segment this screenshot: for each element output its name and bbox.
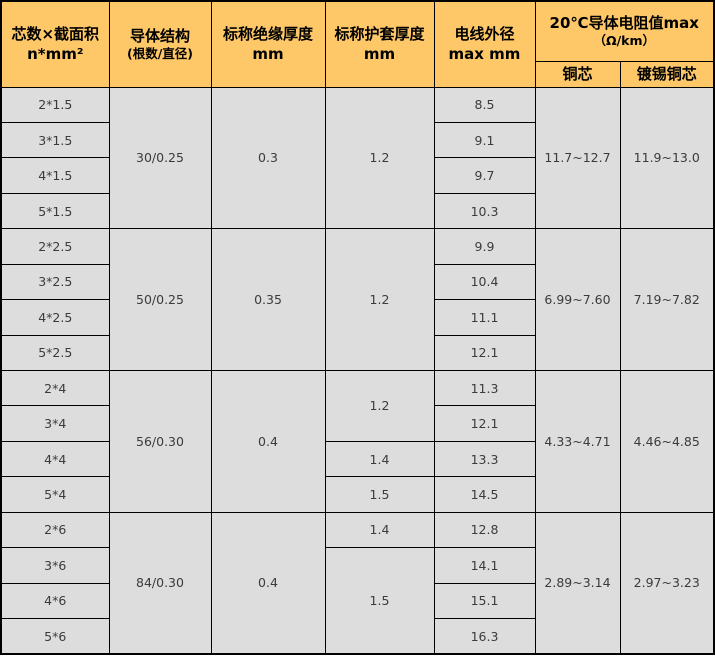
cell-od: 9.7 — [433, 157, 536, 194]
cell-size: 4*6 — [0, 582, 110, 620]
cell-od: 15.1 — [433, 582, 536, 620]
cell-od: 14.1 — [433, 547, 536, 584]
cell-size: 2*4 — [0, 369, 110, 407]
cell-conductor: 84/0.30 — [108, 511, 212, 655]
table-row: 4*6 15.1 — [0, 582, 714, 620]
cell-size: 4*4 — [0, 440, 110, 478]
cell-od: 11.1 — [433, 299, 536, 336]
header-outer-diameter-line1: 电线外径 — [454, 25, 515, 43]
cell-od: 9.1 — [433, 121, 536, 159]
header-resistance-line2: （Ω/km） — [593, 32, 656, 48]
header-copper-core: 铜芯 — [534, 60, 621, 88]
header-core-area-line1: 芯数×截面积 — [11, 25, 100, 43]
header-resistance: 20℃导体电阻值max （Ω/km） — [534, 0, 715, 62]
cell-od: 13.3 — [433, 440, 536, 478]
table-row: 3*2.5 10.4 — [0, 263, 714, 301]
table-row: 5*2.5 12.1 — [0, 334, 714, 372]
cell-size: 3*4 — [0, 405, 110, 442]
table-row: 5*4 1.5 14.5 — [0, 476, 714, 513]
cell-sheath: 1.4 — [324, 511, 435, 549]
cell-insulation: 0.4 — [210, 370, 326, 513]
header-sheath: 标称护套厚度 mm — [324, 0, 435, 88]
header-core-area: 芯数×截面积 n*mm² — [0, 0, 110, 88]
cell-sheath: 1.5 — [324, 476, 435, 513]
cell-size: 5*1.5 — [0, 192, 110, 230]
table-row: 3*1.5 9.1 — [0, 121, 714, 159]
cell-size: 4*1.5 — [0, 157, 110, 194]
cell-od: 10.3 — [433, 192, 536, 230]
header-conductor-line2: (根数/直径) — [127, 45, 193, 61]
cell-size: 3*2.5 — [0, 263, 110, 301]
header-sheath-line1: 标称护套厚度 — [334, 25, 425, 43]
cell-sheath: 1.2 — [324, 370, 435, 442]
table-row: 3*4 12.1 — [0, 405, 714, 442]
cell-copper-resistance: 2.89~3.14 — [534, 511, 621, 655]
header-resistance-line1: 20℃导体电阻值max — [549, 13, 699, 32]
cell-insulation: 0.3 — [210, 86, 326, 230]
cell-od: 9.9 — [433, 228, 536, 265]
header-outer-diameter: 电线外径 max mm — [433, 0, 536, 88]
table-row: 2*4 56/0.30 0.4 1.2 11.3 4.33~4.71 4.46~… — [0, 369, 715, 513]
cell-sheath: 1.5 — [324, 547, 435, 655]
table-row: 2*1.5 30/0.25 0.3 1.2 8.5 11.7~12.7 11.9… — [0, 86, 715, 230]
cell-size: 3*1.5 — [0, 121, 110, 159]
header-tinned-copper-core: 镀锡铜芯 — [619, 60, 715, 88]
cell-od: 11.3 — [433, 369, 536, 407]
cell-tinned-resistance: 7.19~7.82 — [619, 228, 715, 371]
cell-copper-resistance: 4.33~4.71 — [534, 370, 621, 513]
cell-size: 2*1.5 — [0, 86, 110, 123]
cell-size: 2*6 — [0, 511, 110, 549]
header-conductor-line1: 导体结构 — [129, 26, 190, 45]
table-row: 4*2.5 11.1 — [0, 299, 714, 336]
cell-size: 3*6 — [0, 547, 110, 584]
header-insulation: 标称绝缘厚度 mm — [210, 0, 326, 88]
header-insulation-line2: mm — [252, 45, 284, 64]
cell-insulation: 0.35 — [210, 228, 326, 371]
cell-copper-resistance: 11.7~12.7 — [534, 86, 621, 230]
cell-size: 4*2.5 — [0, 299, 110, 336]
cell-size: 2*2.5 — [0, 228, 110, 265]
cell-tinned-resistance: 4.46~4.85 — [619, 370, 715, 513]
cell-sheath: 1.2 — [324, 86, 435, 230]
header-sheath-line2: mm — [363, 45, 396, 64]
cell-conductor: 30/0.25 — [108, 86, 212, 230]
table-row: 4*4 1.4 13.3 — [0, 440, 714, 478]
cell-od: 12.8 — [433, 511, 536, 549]
cell-od: 14.5 — [433, 476, 536, 513]
cell-od: 12.1 — [433, 405, 536, 442]
table-row: 5*1.5 10.3 — [0, 192, 714, 230]
cell-size: 5*2.5 — [0, 334, 110, 372]
cell-tinned-resistance: 2.97~3.23 — [619, 511, 715, 655]
table-row: 3*6 1.5 14.1 — [0, 547, 714, 655]
header-conductor: 导体结构 (根数/直径) — [108, 0, 212, 88]
cell-od: 10.4 — [433, 263, 536, 301]
cell-od: 8.5 — [433, 86, 536, 123]
cell-copper-resistance: 6.99~7.60 — [534, 228, 621, 371]
cell-tinned-resistance: 11.9~13.0 — [619, 86, 715, 230]
cell-size: 5*4 — [0, 476, 110, 513]
table-row: 2*6 84/0.30 0.4 1.4 12.8 2.89~3.14 2.97~… — [0, 511, 715, 655]
header-core-area-line2: n*mm² — [27, 45, 84, 64]
cell-conductor: 50/0.25 — [108, 228, 212, 371]
header-insulation-line1: 标称绝缘厚度 — [222, 25, 313, 43]
cell-sheath: 1.4 — [324, 440, 435, 478]
cell-size: 5*6 — [0, 618, 110, 655]
cell-insulation: 0.4 — [210, 511, 326, 655]
cell-conductor: 56/0.30 — [108, 370, 212, 513]
cell-od: 16.3 — [433, 618, 536, 655]
cell-od: 12.1 — [433, 334, 536, 372]
table-row: 5*6 16.3 — [0, 618, 714, 655]
header-outer-diameter-line2: max mm — [448, 45, 521, 64]
table-row: 2*2.5 50/0.25 0.35 1.2 9.9 6.99~7.60 7.1… — [0, 228, 715, 371]
cell-sheath: 1.2 — [324, 228, 435, 371]
